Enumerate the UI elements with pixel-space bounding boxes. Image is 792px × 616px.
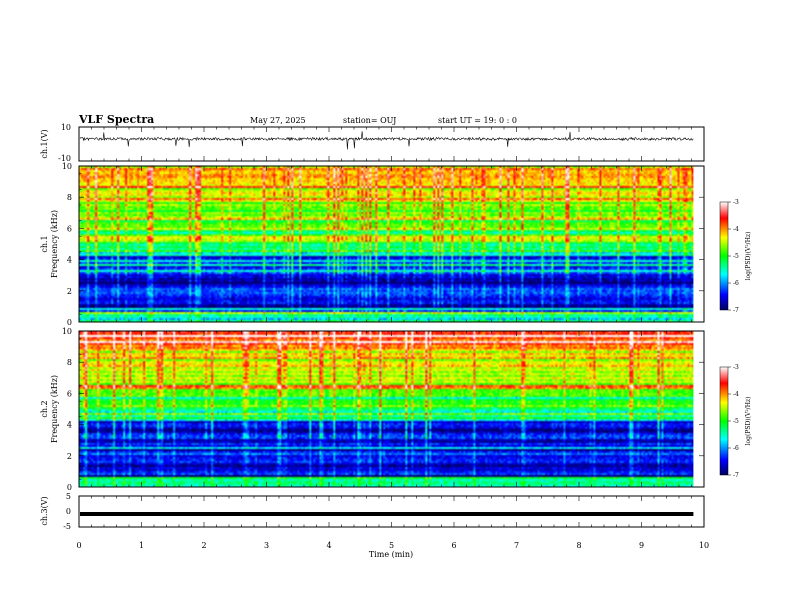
colorbar-ch2: -3 -4 -5 -6 -7 log(PSD)(V²/Hz) — [719, 364, 752, 479]
colorbar-tick-label: -3 — [733, 364, 739, 371]
colorbar-tick-label: -7 — [733, 472, 739, 479]
colorbar-tick-label: -3 — [733, 199, 739, 206]
ch1-ytick-bottom: -10 — [58, 154, 71, 163]
ch1-ytick-top: 10 — [61, 123, 71, 132]
ch1-spectrogram-ylabel-frequency: Frequency (kHz) — [50, 210, 59, 278]
colorbar-tick-label: -4 — [733, 391, 739, 398]
freq-tick-label: 2 — [67, 452, 72, 461]
freq-tick-label: 6 — [67, 224, 72, 233]
freq-tick-label: 10 — [62, 327, 72, 336]
ch3-ytick-bottom: -5 — [63, 522, 71, 531]
freq-tick-label: 0 — [67, 483, 72, 492]
freq-tick-label: 6 — [67, 389, 72, 398]
ch2-spectrogram-panel: 0 2 4 6 8 10 ch.2 Frequency (kHz) — [40, 327, 705, 492]
time-tick-label: 3 — [264, 541, 269, 550]
freq-tick-label: 0 — [67, 318, 72, 327]
freq-tick-label: 10 — [62, 162, 72, 171]
colorbar-tick-label: -7 — [733, 307, 739, 314]
ch1-waveform-panel: 10 -10 ch.1(V) — [40, 123, 705, 163]
time-tick-label: 6 — [451, 541, 456, 550]
station-label: station= OUJ — [343, 116, 396, 125]
time-tick-label: 10 — [699, 541, 709, 550]
ch2-spectrogram-ylabel-channel: ch.2 — [40, 400, 49, 417]
time-tick-label: 0 — [76, 541, 81, 550]
time-tick-label: 2 — [201, 541, 206, 550]
ch3-ytick-top: 5 — [66, 492, 71, 501]
time-tick-label: 8 — [576, 541, 581, 550]
freq-tick-label: 2 — [67, 287, 72, 296]
figure-title: VLF Spectra — [78, 113, 154, 126]
ch2-spectrogram-image — [79, 331, 694, 487]
ch1-spectrogram-ylabel-channel: ch.1 — [40, 235, 49, 252]
freq-tick-label: 4 — [67, 256, 72, 265]
time-tick-label: 9 — [639, 541, 644, 550]
colorbar-tick-label: -4 — [733, 226, 739, 233]
colorbar-tick-label: -6 — [733, 280, 739, 287]
colorbar-ch1-label: log(PSD)(V²/Hz) — [745, 232, 752, 281]
ch2-spectrogram-ylabel-frequency: Frequency (kHz) — [50, 375, 59, 443]
ch1-waveform-ylabel: ch.1(V) — [40, 129, 49, 158]
ch3-waveform-panel: 5 0 -5 ch.3(V) — [40, 492, 705, 531]
start-time-label: start UT = 19: 0 : 0 — [438, 116, 517, 125]
freq-tick-label: 8 — [67, 193, 72, 202]
date-label: May 27, 2025 — [250, 116, 306, 125]
time-tick-label: 1 — [139, 541, 144, 550]
freq-tick-label: 8 — [67, 358, 72, 367]
time-axis-label: Time (min) — [369, 550, 413, 559]
time-tick-label: 4 — [326, 541, 331, 550]
time-axis-tick-labels: 0 1 2 3 4 5 6 7 8 9 10 — [76, 541, 709, 550]
colorbar-ch2-label: log(PSD)(V²/Hz) — [745, 397, 752, 446]
ch1-spectrogram-image — [79, 166, 694, 322]
ch3-waveform-ylabel: ch.3(V) — [40, 496, 49, 525]
time-tick-label: 5 — [389, 541, 394, 550]
colorbar-tick-label: -5 — [733, 418, 739, 425]
colorbar-tick-label: -5 — [733, 253, 739, 260]
colorbar-tick-label: -6 — [733, 445, 739, 452]
ch3-ytick-mid: 0 — [66, 507, 71, 516]
ch1-spectrogram-panel: 0 2 4 6 8 10 ch.1 Frequency (kHz) — [40, 162, 705, 327]
ch1-waveform-line — [79, 131, 694, 150]
time-tick-label: 7 — [514, 541, 519, 550]
freq-tick-label: 4 — [67, 421, 72, 430]
colorbar-ch1: -3 -4 -5 -6 -7 log(PSD)(V²/Hz) — [719, 199, 752, 314]
